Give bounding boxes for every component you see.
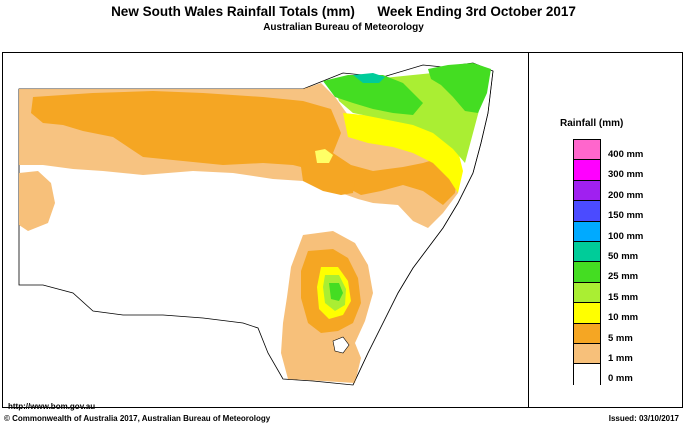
legend-label: 400 mm (608, 149, 644, 160)
bom-url[interactable]: http://www.bom.gov.au (8, 402, 96, 411)
map-frame (2, 52, 683, 408)
rainfall-25mm-south (329, 283, 343, 301)
rainfall-1mm-patch (315, 149, 333, 163)
legend-label: 5 mm (608, 332, 633, 344)
legend-swatch-0 (574, 364, 600, 385)
legend-label: 15 mm (608, 291, 639, 303)
map-title: New South Wales Rainfall Totals (mm) Wee… (111, 4, 576, 19)
legend-divider (528, 52, 529, 408)
rainfall-50mm-north (353, 73, 385, 83)
legend-label: 150 mm (608, 210, 644, 222)
legend-label: 10 mm (608, 312, 639, 324)
legend-label: 300 mm (608, 169, 644, 181)
legend-swatch-200 (574, 180, 600, 202)
legend-swatch-25 (574, 262, 600, 283)
rainfall-25mm-north (323, 75, 423, 115)
legend-swatch-150 (574, 201, 600, 222)
rainfall-25mm-east (428, 63, 491, 113)
rainfall-map (18, 62, 494, 386)
legend-swatch-1 (574, 343, 600, 365)
coastline (352, 70, 494, 386)
copyright-notice: © Commonwealth of Australia 2017, Austra… (4, 414, 271, 423)
act-boundary (332, 336, 350, 354)
legend-bar (573, 139, 601, 385)
legend-swatch-50 (574, 241, 600, 263)
legend-title: Rainfall (mm) (560, 118, 624, 129)
legend-swatch-400 (574, 140, 600, 161)
legend-swatch-100 (574, 221, 600, 242)
rainfall-1mm-west (19, 171, 55, 231)
legend-swatch-5 (574, 323, 600, 344)
legend-label: 200 mm (608, 189, 644, 201)
legend-label: 50 mm (608, 251, 639, 262)
legend-swatch-10 (574, 303, 600, 324)
legend-label: 25 mm (608, 271, 639, 283)
legend-label: 100 mm (608, 230, 644, 242)
legend-swatch-15 (574, 282, 600, 304)
legend-label: 0 mm (608, 373, 633, 385)
legend-label: 1 mm (608, 353, 633, 364)
rainfall-5mm-patch (299, 149, 355, 195)
legend-swatch-300 (574, 160, 600, 181)
map-subtitle: Australian Bureau of Meteorology (263, 22, 424, 33)
issued-date: Issued: 03/10/2017 (608, 414, 679, 423)
